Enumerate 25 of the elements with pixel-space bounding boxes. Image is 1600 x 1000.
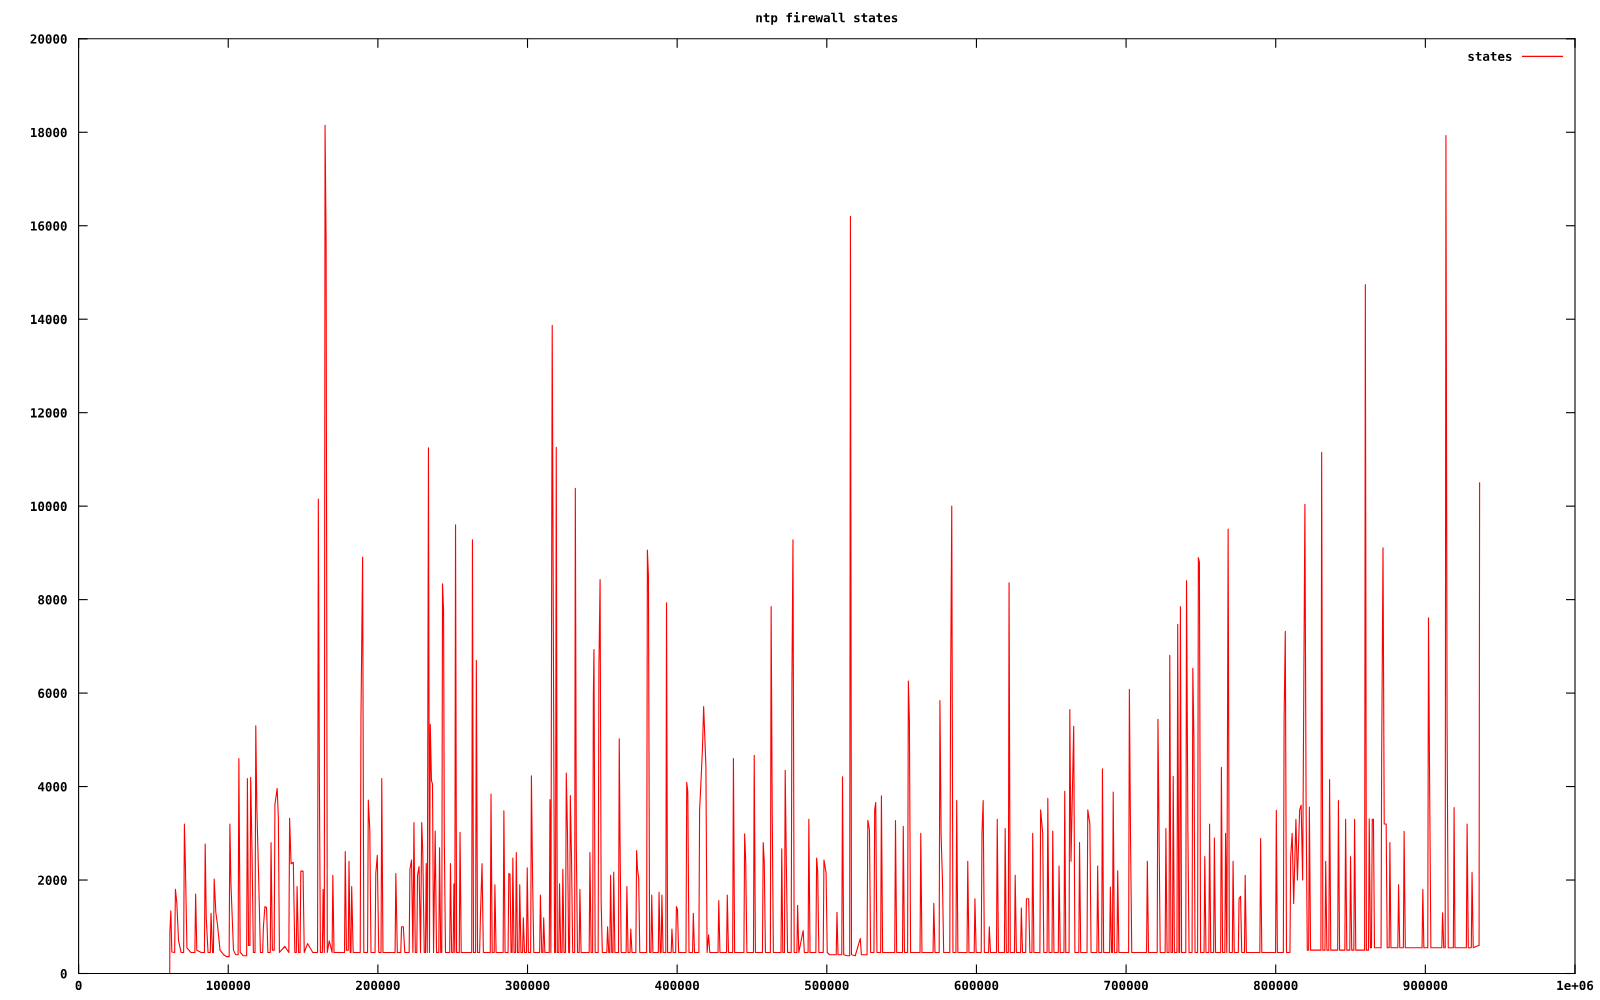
line-series xyxy=(169,124,1481,974)
x-tick-label: 400000 xyxy=(655,980,699,991)
x-tick-label: 900000 xyxy=(1403,980,1448,991)
x-tick-label: 200000 xyxy=(356,980,400,991)
y-tick-label: 6000 xyxy=(38,688,67,699)
x-tick-label: 0 xyxy=(75,980,82,991)
y-tick-label: 10000 xyxy=(31,501,67,512)
y-tick-label: 18000 xyxy=(31,127,67,138)
y-tick-label: 2000 xyxy=(38,875,67,885)
x-tick-label: 500000 xyxy=(805,980,849,991)
legend-label: states xyxy=(1468,52,1512,61)
x-tick-label: 700000 xyxy=(1104,980,1148,991)
y-tick-label: 0 xyxy=(60,968,67,979)
chart-title: ntp firewall states xyxy=(756,11,898,25)
y-tick-label: 14000 xyxy=(31,314,67,325)
y-tick-label: 20000 xyxy=(30,34,67,44)
y-tick-label: 12000 xyxy=(31,408,67,418)
y-tick-label: 4000 xyxy=(38,782,67,792)
x-tick-label: 300000 xyxy=(505,980,550,991)
y-tick-label: 16000 xyxy=(31,221,67,231)
y-tick-label: 8000 xyxy=(38,595,67,605)
x-tick-label: 100000 xyxy=(206,980,251,991)
x-tick-label: 800000 xyxy=(1253,980,1298,991)
x-tick-label: 600000 xyxy=(954,980,999,991)
x-tick-label: 1e+06 xyxy=(1557,980,1594,991)
